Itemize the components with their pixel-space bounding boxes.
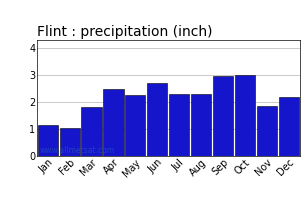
Bar — [279, 97, 299, 156]
Bar — [213, 76, 233, 156]
Bar — [235, 75, 255, 156]
Bar — [103, 89, 124, 156]
Bar — [147, 83, 167, 156]
Bar — [191, 94, 211, 156]
Bar — [81, 107, 102, 156]
Text: Flint : precipitation (inch): Flint : precipitation (inch) — [37, 25, 212, 39]
Bar — [169, 94, 189, 156]
Text: www.allmetsat.com: www.allmetsat.com — [39, 146, 114, 155]
Bar — [60, 128, 80, 156]
Bar — [257, 106, 277, 156]
Bar — [125, 95, 145, 156]
Bar — [38, 125, 58, 156]
